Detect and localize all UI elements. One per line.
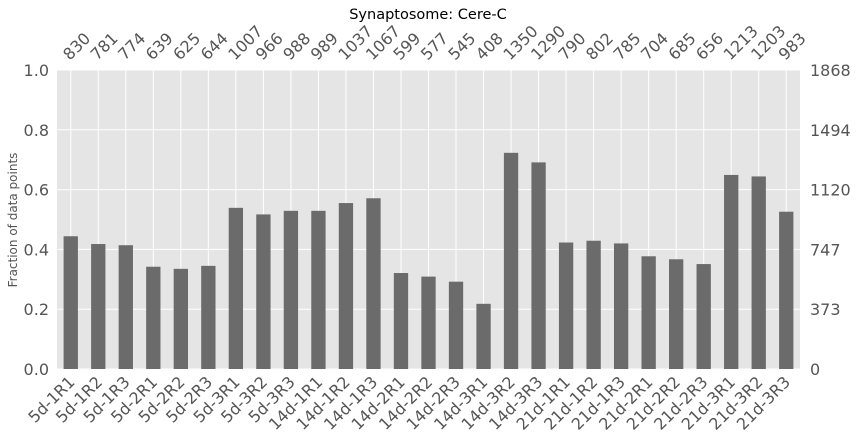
- bar: [393, 273, 409, 369]
- count-label: 802: [582, 29, 617, 64]
- bar: [448, 281, 464, 369]
- bars: [63, 152, 794, 369]
- bar: [696, 264, 711, 369]
- right-tick-label: 1120: [810, 181, 851, 200]
- y-tick-label: 0.2: [24, 300, 49, 319]
- bar: [338, 203, 354, 369]
- count-label: 781: [87, 29, 122, 64]
- bar: [503, 152, 519, 369]
- bar: [63, 236, 78, 369]
- count-label: 785: [610, 29, 645, 64]
- right-tick-label: 373: [810, 300, 841, 319]
- right-tick-label: 1868: [810, 61, 851, 80]
- right-y-axis: 0 373 747 1120 1494 1868: [810, 61, 851, 379]
- x-axis: 5d-1R15d-1R25d-1R35d-2R15d-2R25d-2R35d-3…: [24, 372, 794, 433]
- count-label: 545: [444, 29, 479, 64]
- bar: [421, 276, 436, 369]
- count-label: 644: [197, 29, 232, 64]
- right-tick-label: 1494: [810, 121, 851, 140]
- count-label: 639: [142, 29, 177, 64]
- count-label: 577: [417, 29, 452, 64]
- count-label: 704: [637, 29, 672, 64]
- count-label: 656: [692, 29, 727, 64]
- bar: [476, 303, 491, 369]
- y-tick-label: 0.6: [24, 181, 49, 200]
- bar: [586, 240, 601, 369]
- count-label: 685: [665, 29, 700, 64]
- y-tick-label: 1.0: [24, 61, 49, 80]
- right-tick-label: 747: [810, 240, 841, 259]
- bar: [779, 211, 794, 369]
- y-tick-label: 0.4: [24, 240, 49, 259]
- count-label: 408: [472, 29, 507, 64]
- bar: [91, 244, 106, 369]
- count-label: 830: [59, 29, 94, 64]
- y-axis-label: Fraction of data points: [6, 153, 20, 288]
- bar: [669, 259, 684, 369]
- count-label: 989: [307, 29, 342, 64]
- left-y-axis: 0.0 0.2 0.4 0.6 0.8 1.0: [24, 61, 49, 379]
- count-label: 988: [279, 29, 314, 64]
- bar: [256, 214, 271, 369]
- bar: [724, 174, 739, 369]
- right-tick-label: 0: [810, 360, 820, 379]
- bar: [751, 176, 766, 369]
- bar: [366, 198, 381, 369]
- y-tick-label: 0.0: [24, 360, 49, 379]
- bar: [228, 207, 244, 369]
- count-label: 625: [169, 29, 204, 64]
- bar: [558, 242, 574, 369]
- top-count-axis: 8307817746396256441007966988989103710675…: [59, 22, 810, 64]
- bar: [531, 162, 546, 369]
- bar: [613, 243, 629, 369]
- count-label: 774: [114, 29, 149, 64]
- bar: [641, 256, 656, 369]
- y-tick-label: 0.8: [24, 121, 49, 140]
- bar: [311, 210, 326, 369]
- bar: [173, 268, 188, 369]
- bar: [201, 265, 216, 369]
- bar: [283, 210, 299, 369]
- bar: [146, 266, 161, 369]
- bar: [118, 245, 133, 369]
- chart-title: Synaptosome: Cere-C: [349, 7, 507, 23]
